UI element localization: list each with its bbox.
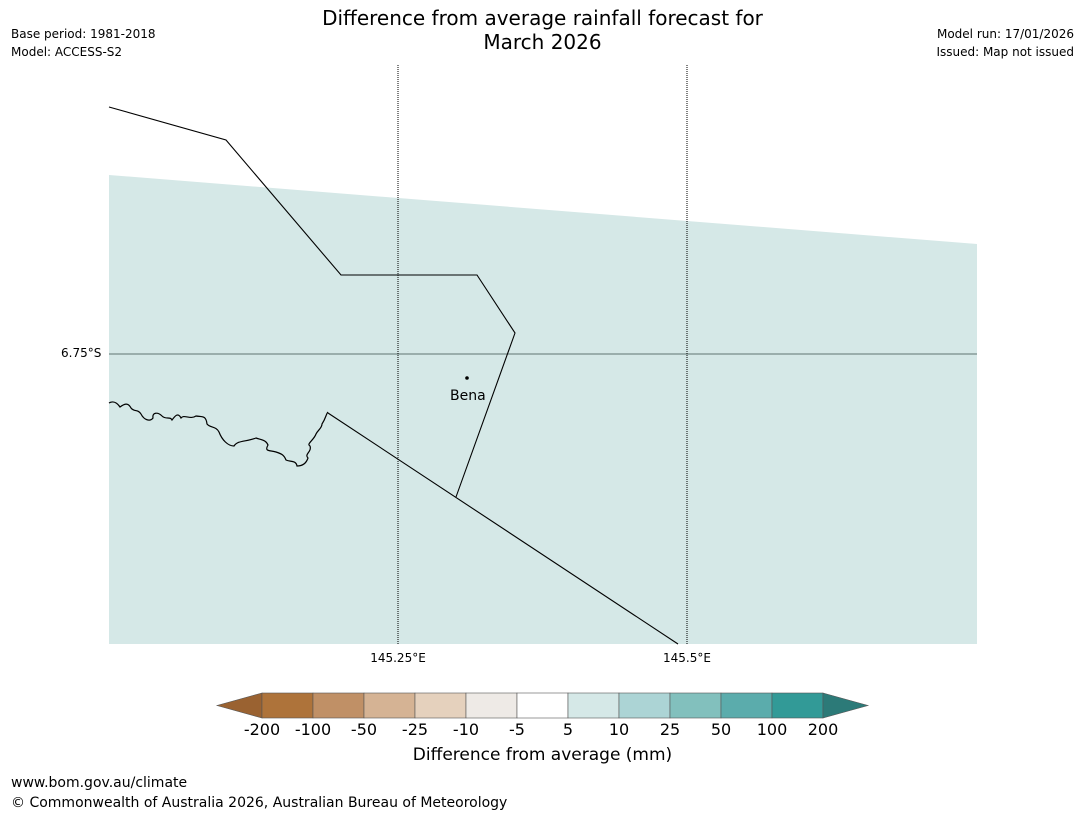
place-label-bena: Bena <box>450 388 486 404</box>
colorbar-segment <box>771 692 824 719</box>
longitude-label-2: 145.5°E <box>663 651 711 665</box>
colorbar-segment <box>312 692 365 719</box>
footer-copyright: © Commonwealth of Australia 2026, Austra… <box>11 795 508 811</box>
colorbar-tick-label: -200 <box>243 720 281 739</box>
colorbar-tick-label: -10 <box>452 720 480 739</box>
title-line-2: March 2026 <box>483 30 602 54</box>
colorbar-segment <box>516 692 569 719</box>
colorbar-segment <box>618 692 671 719</box>
issued-text: Issued: Map not issued <box>936 45 1074 59</box>
colorbar-tick-label: 5 <box>562 720 574 739</box>
colorbar-title: Difference from average (mm) <box>412 745 673 765</box>
model-text: Model: ACCESS-S2 <box>11 45 123 59</box>
model-run-text: Model run: 17/01/2026 <box>936 27 1074 41</box>
colorbar-tick-label: -100 <box>294 720 332 739</box>
colorbar-extend-high <box>822 692 870 719</box>
boundary-line-south <box>327 412 679 645</box>
boundary-line-north <box>108 106 516 498</box>
bena-marker <box>465 376 469 380</box>
colorbar-segment <box>414 692 467 719</box>
river-line <box>108 401 329 467</box>
colorbar-segment <box>261 692 314 719</box>
right-meta: Model run: 17/01/2026 Issued: Map not is… <box>936 25 1074 61</box>
colorbar-segment <box>567 692 620 719</box>
latitude-label: 6.75°S <box>61 346 102 360</box>
longitude-label-1: 145.25°E <box>370 651 426 665</box>
left-meta: Base period: 1981-2018 Model: ACCESS-S2 <box>11 25 156 61</box>
footer-url: www.bom.gov.au/climate <box>11 775 188 791</box>
map-title: Difference from average rainfall forecas… <box>0 6 1085 54</box>
colorbar-segment <box>363 692 416 719</box>
colorbar-tick-label: 200 <box>807 720 839 739</box>
colorbar-segment <box>720 692 773 719</box>
colorbar-segment <box>465 692 518 719</box>
base-period-text: Base period: 1981-2018 <box>11 27 156 41</box>
colorbar-tick-label: -50 <box>350 720 378 739</box>
colorbar-tick-label: 50 <box>710 720 732 739</box>
colorbar-tick-label: 25 <box>659 720 681 739</box>
colorbar-tick-label: 10 <box>608 720 630 739</box>
colorbar-segment <box>669 692 722 719</box>
colorbar-tick-label: -5 <box>509 720 525 739</box>
colorbar-tick-label: -25 <box>401 720 429 739</box>
colorbar-tick-label: 100 <box>756 720 788 739</box>
title-line-1: Difference from average rainfall forecas… <box>322 6 763 30</box>
colorbar <box>215 692 870 719</box>
colorbar-extend-low <box>215 692 263 719</box>
forecast-shading <box>109 175 977 644</box>
